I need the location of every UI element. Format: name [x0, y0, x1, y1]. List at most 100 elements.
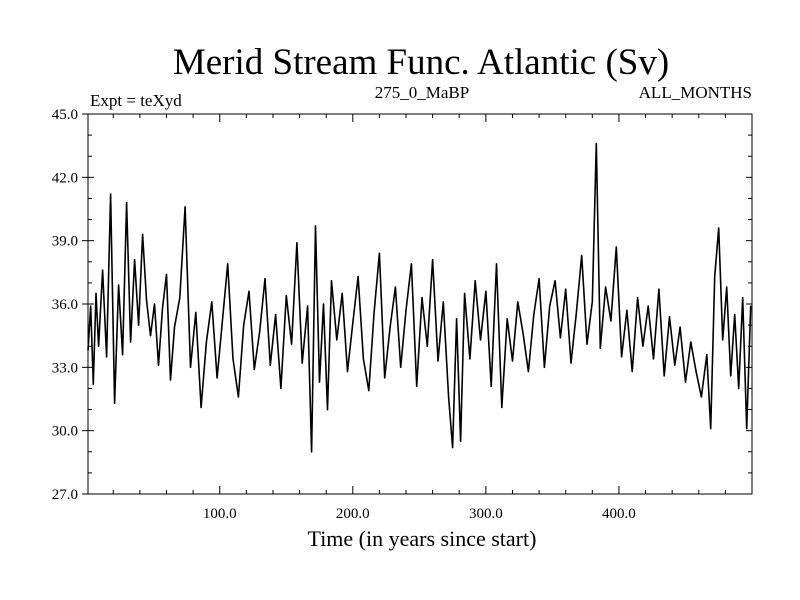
subtitle-expt: Expt = teXyd: [90, 91, 182, 110]
x-tick-label: 300.0: [469, 506, 503, 522]
series-point: [389, 326, 391, 328]
series-point: [437, 360, 439, 362]
series-point: [216, 377, 218, 379]
x-tick-label: 100.0: [203, 506, 237, 522]
series-point: [110, 193, 112, 195]
subtitle-months: ALL_MONTHS: [639, 83, 752, 102]
series-point: [400, 366, 402, 368]
series-point: [232, 358, 234, 360]
y-tick-label: 36.0: [52, 297, 78, 313]
series-point: [668, 316, 671, 318]
series-point: [362, 358, 365, 360]
series-point: [137, 324, 140, 326]
series-point: [647, 305, 649, 307]
series-point: [501, 406, 503, 409]
series-point: [559, 337, 561, 339]
series-point: [495, 263, 498, 265]
series-point: [106, 356, 108, 358]
series-point: [658, 288, 660, 290]
series-point: [679, 326, 681, 328]
series-point: [469, 358, 471, 360]
series-point: [581, 254, 583, 257]
series-point: [695, 370, 697, 373]
series-point: [310, 451, 313, 453]
series-point: [710, 427, 712, 430]
series-point: [463, 292, 466, 295]
series-point: [394, 286, 396, 288]
series-point: [326, 408, 329, 411]
series-point: [459, 440, 462, 442]
series-point: [533, 313, 535, 316]
series-point: [253, 368, 255, 371]
series-point: [227, 263, 229, 265]
series-point: [87, 349, 89, 352]
series-point: [90, 305, 92, 307]
series-point: [554, 280, 556, 282]
series-point: [357, 275, 359, 278]
series-point: [378, 252, 381, 254]
series-point: [153, 303, 156, 305]
series-point: [416, 385, 418, 387]
series-point: [700, 396, 703, 398]
series-point: [565, 288, 567, 290]
series-point: [336, 339, 338, 341]
y-tick-label: 27.0: [52, 487, 78, 503]
series-point: [570, 362, 572, 364]
series-line: [87, 142, 752, 453]
series-point: [330, 280, 333, 282]
series-point: [746, 427, 748, 430]
series-point: [322, 303, 325, 305]
series-point: [642, 345, 644, 347]
series-point: [742, 297, 744, 299]
series-point: [301, 362, 303, 364]
series-point: [384, 377, 386, 379]
series-point: [318, 381, 321, 383]
series-point: [405, 309, 407, 311]
series-point: [169, 379, 172, 381]
series-point: [141, 233, 144, 235]
series-point: [474, 280, 476, 282]
series-point: [275, 313, 277, 316]
series-point: [184, 206, 186, 208]
series-point: [296, 242, 298, 244]
series-point: [157, 364, 160, 366]
series-point: [690, 341, 692, 343]
series-point: [410, 263, 412, 265]
series-point: [133, 259, 136, 261]
series-point: [522, 332, 524, 335]
series-point: [285, 294, 287, 297]
series-point: [211, 301, 213, 303]
series-point: [368, 389, 370, 392]
series-point: [726, 286, 728, 288]
series-point: [179, 297, 181, 299]
series-point: [195, 311, 197, 314]
series-point: [125, 202, 128, 204]
x-axis: 100.0 200.0 300.0 400.0: [112, 114, 726, 522]
y-tick-label: 42.0: [52, 170, 78, 186]
series-point: [442, 301, 444, 303]
series-point: [490, 385, 492, 387]
series-point: [118, 284, 120, 286]
series-point: [221, 320, 223, 322]
series-point: [718, 227, 720, 229]
series-point: [595, 142, 597, 145]
series-point: [129, 341, 132, 343]
series-point: [264, 278, 266, 280]
x-tick-label: 400.0: [602, 506, 636, 522]
series-point: [237, 396, 239, 398]
series-point: [269, 364, 271, 366]
series-point: [243, 324, 245, 326]
series-point: [543, 366, 546, 368]
y-axis: 27.0 30.0 33.0 36.0 39.0 42.0 45.0: [52, 107, 752, 503]
series-point: [290, 343, 293, 345]
series-point: [455, 318, 458, 320]
series-point: [448, 396, 450, 398]
series-point: [663, 375, 665, 377]
series-point: [586, 343, 588, 345]
y-tick-label: 30.0: [52, 424, 78, 440]
series-point: [734, 313, 736, 316]
series-point: [575, 311, 577, 314]
series-point: [730, 375, 732, 377]
series-point: [173, 326, 176, 328]
